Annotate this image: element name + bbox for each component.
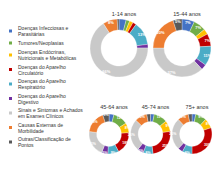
svg-text:8%: 8% bbox=[108, 20, 114, 25]
svg-text:Outras/Classificação de: Outras/Classificação de bbox=[18, 136, 73, 142]
svg-text:75+ anos: 75+ anos bbox=[186, 104, 209, 110]
svg-text:Respiratório: Respiratório bbox=[18, 84, 45, 90]
svg-text:11%: 11% bbox=[157, 115, 165, 119]
svg-text:8%: 8% bbox=[125, 126, 131, 130]
svg-text:9%: 9% bbox=[166, 124, 172, 128]
svg-text:Morbilidade: Morbilidade bbox=[18, 128, 44, 134]
svg-text:13%: 13% bbox=[138, 32, 146, 37]
svg-text:Doenças do Aparelho: Doenças do Aparelho bbox=[18, 78, 68, 84]
svg-text:5%: 5% bbox=[102, 151, 108, 155]
svg-text:7%: 7% bbox=[205, 38, 211, 43]
svg-text:25%: 25% bbox=[162, 144, 170, 148]
svg-text:30%: 30% bbox=[204, 143, 212, 147]
svg-text:8%: 8% bbox=[146, 151, 152, 155]
svg-text:Pontos: Pontos bbox=[18, 142, 34, 148]
svg-text:37%: 37% bbox=[167, 70, 175, 75]
svg-text:Doenças do Aparelho: Doenças do Aparelho bbox=[18, 92, 68, 99]
svg-text:26%: 26% bbox=[128, 133, 136, 137]
svg-text:9%: 9% bbox=[198, 115, 204, 119]
svg-text:Doenças do Aparelho: Doenças do Aparelho bbox=[18, 63, 68, 70]
svg-text:Digestivo: Digestivo bbox=[18, 99, 39, 105]
svg-text:7%: 7% bbox=[185, 20, 191, 25]
svg-text:9%: 9% bbox=[181, 115, 187, 119]
svg-text:Doenças Infecciosas e: Doenças Infecciosas e bbox=[18, 25, 70, 31]
svg-text:Tumores/Neoplasias: Tumores/Neoplasias bbox=[18, 40, 64, 46]
svg-text:Parasitárias: Parasitárias bbox=[18, 31, 45, 37]
svg-text:15-44 anos: 15-44 anos bbox=[173, 11, 201, 17]
svg-text:5%: 5% bbox=[138, 149, 144, 153]
svg-text:Sinais e Sintomas e Achados: Sinais e Sintomas e Achados bbox=[18, 107, 85, 113]
svg-text:8%: 8% bbox=[206, 122, 212, 126]
svg-text:66%: 66% bbox=[102, 69, 110, 74]
svg-text:1-14 anos: 1-14 anos bbox=[112, 11, 137, 17]
svg-text:26%: 26% bbox=[169, 132, 177, 136]
svg-text:18%: 18% bbox=[122, 141, 130, 145]
svg-text:Causas Externas de: Causas Externas de bbox=[18, 121, 65, 128]
svg-text:45-74 anos: 45-74 anos bbox=[142, 104, 170, 110]
svg-text:20%: 20% bbox=[157, 30, 165, 35]
svg-text:em Exames Clínicos: em Exames Clínicos bbox=[18, 113, 64, 119]
svg-text:5%: 5% bbox=[175, 19, 181, 24]
svg-text:Doenças Endócrinas,: Doenças Endócrinas, bbox=[18, 49, 67, 55]
svg-text:Nutricionais e Metabólicas: Nutricionais e Metabólicas bbox=[18, 55, 77, 61]
svg-text:5%: 5% bbox=[103, 113, 109, 117]
svg-text:45-64 anos: 45-64 anos bbox=[100, 104, 128, 110]
svg-text:9%: 9% bbox=[111, 151, 117, 155]
svg-text:8%: 8% bbox=[185, 151, 191, 155]
svg-text:21%: 21% bbox=[89, 142, 97, 146]
svg-text:18%: 18% bbox=[91, 120, 99, 124]
svg-text:Circulatório: Circulatório bbox=[18, 70, 44, 76]
svg-text:12%: 12% bbox=[117, 116, 125, 120]
svg-text:10%: 10% bbox=[138, 115, 146, 119]
svg-text:11%: 11% bbox=[204, 53, 212, 58]
svg-text:7%: 7% bbox=[195, 25, 201, 30]
